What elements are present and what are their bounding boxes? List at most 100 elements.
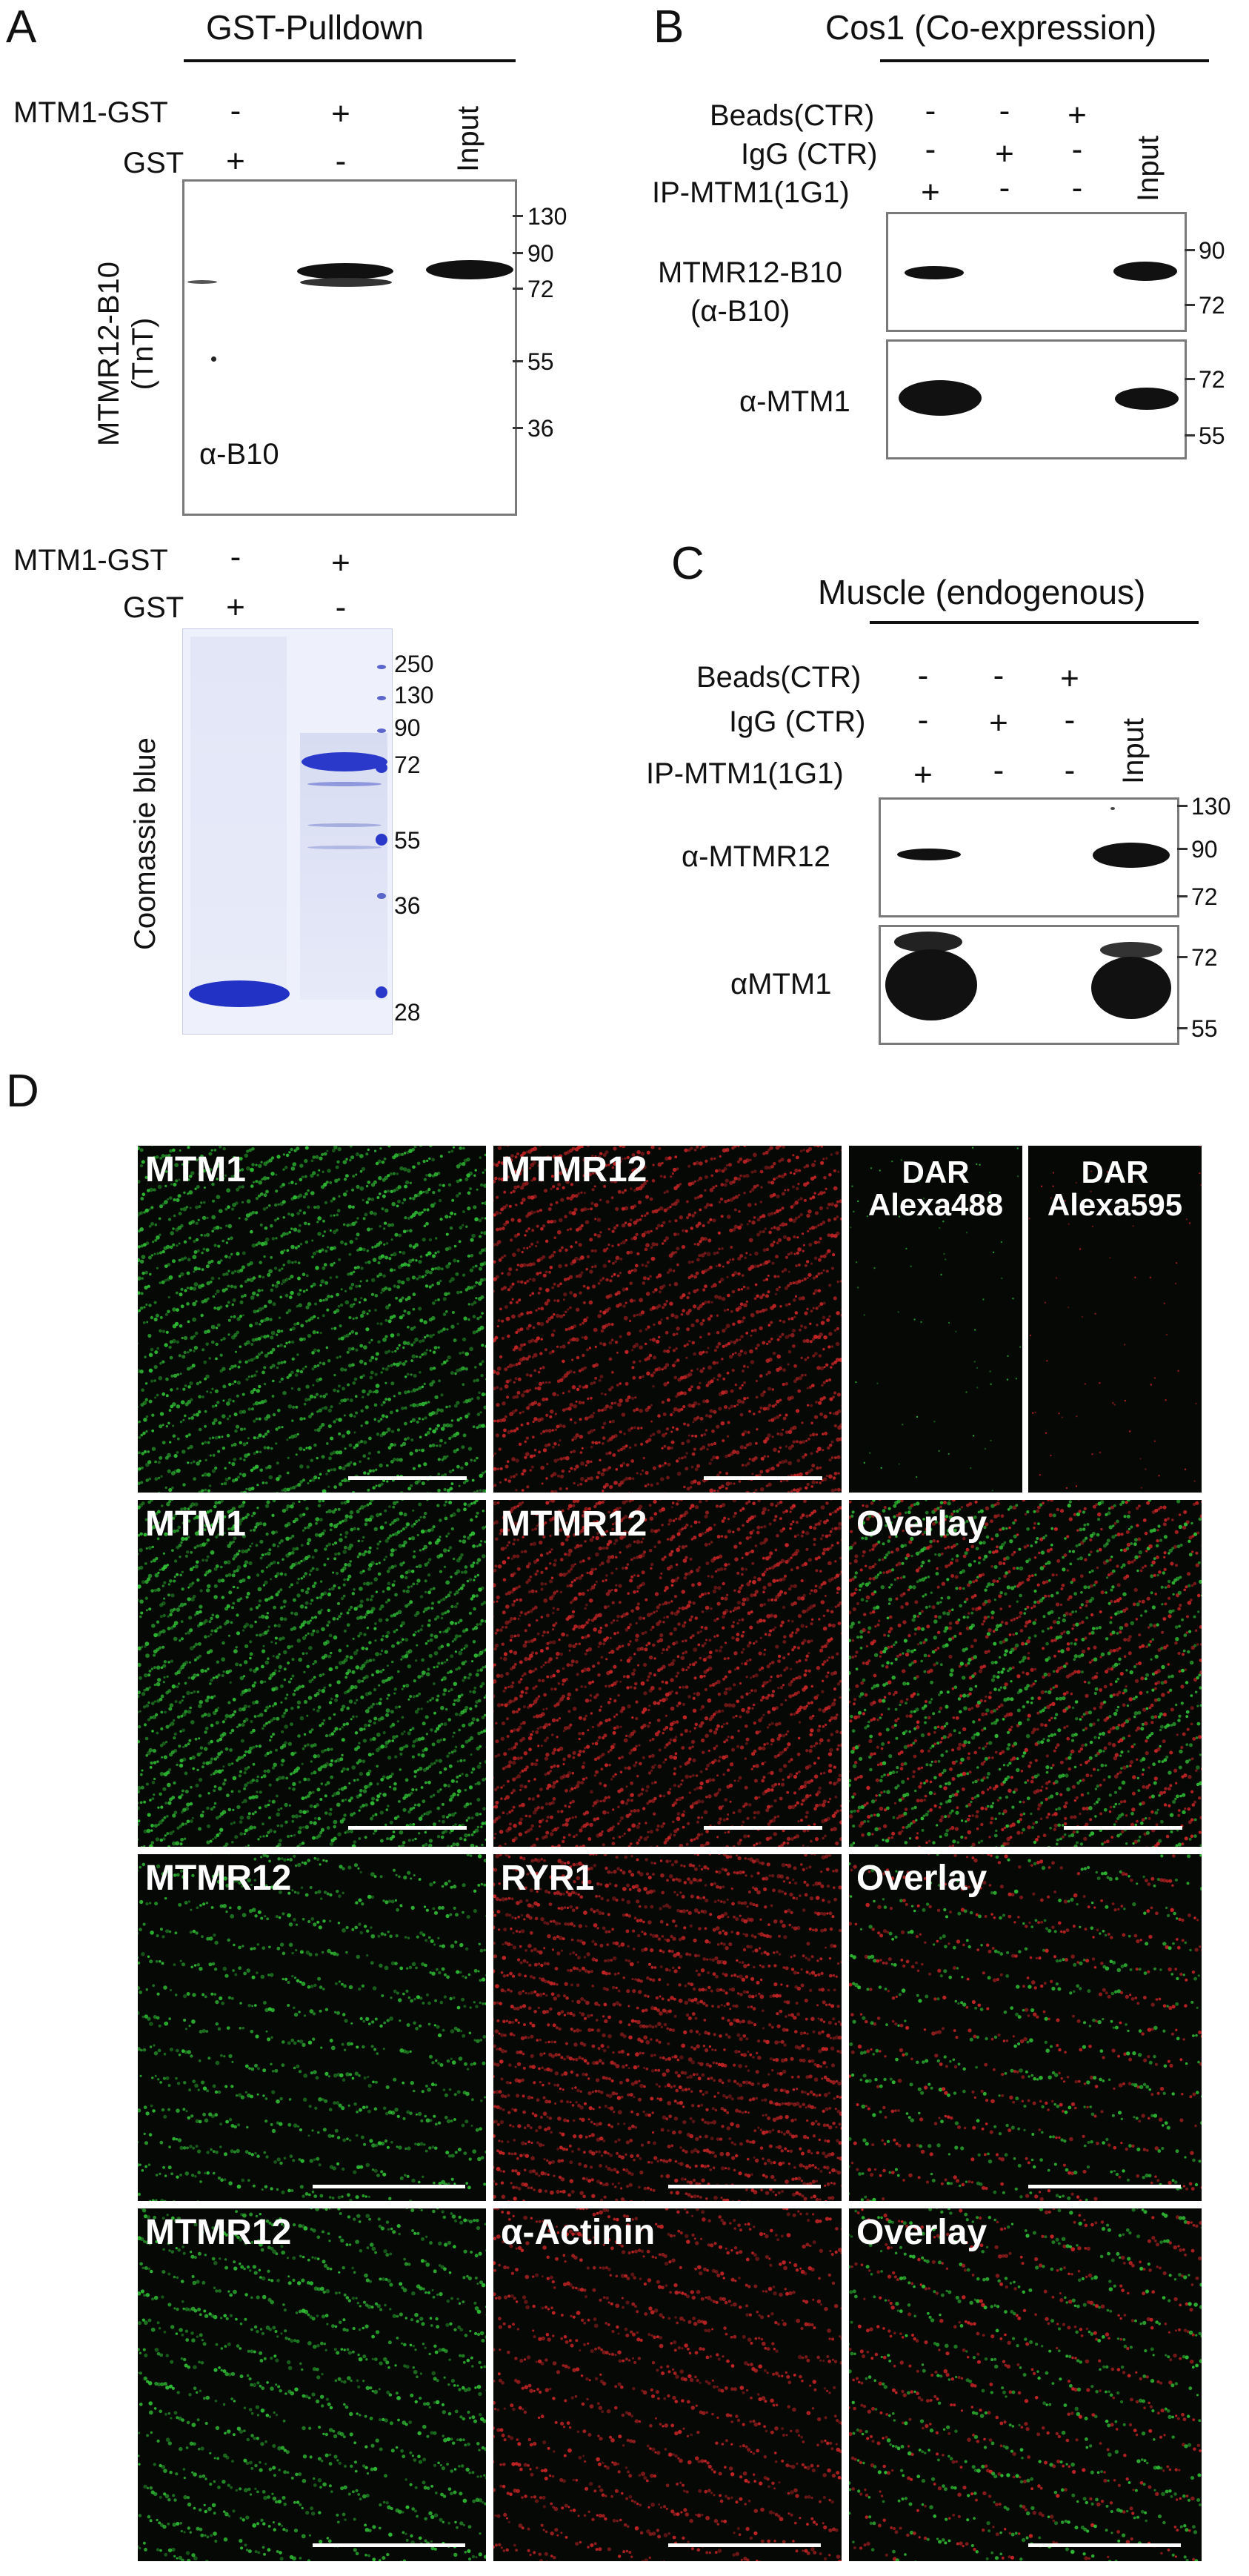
micrograph-texture (493, 2208, 842, 2561)
gel-mw-28: 28 (394, 999, 421, 1026)
gst-pulldown-blot: α-B10 (182, 179, 517, 516)
c-blot2-band-input-top (1100, 942, 1162, 958)
c-blot1-mw-130: 130 (1191, 793, 1231, 820)
b-blot2-label: α-MTM1 (739, 385, 850, 418)
micrograph-texture (493, 1500, 842, 1847)
gel-mw-36: 36 (394, 892, 421, 919)
micrograph-label: MTMR12 (145, 2213, 292, 2252)
micrograph-r2-mtm1: MTM1 (138, 1500, 486, 1847)
b-blot1-mw-90: 90 (1199, 237, 1225, 264)
input-lane-label-b: Input (1132, 136, 1165, 202)
c-blot1-speck (1110, 807, 1115, 810)
gel-band-minor-3 (307, 846, 382, 849)
c-igg-lane3-sign: - (1064, 702, 1076, 738)
micrograph-texture (138, 1854, 486, 2201)
c-igg-lane1-sign: - (917, 702, 929, 738)
c-row-label-igg: IgG (CTR) (729, 706, 866, 738)
c-blot1-label: α-MTMR12 (682, 840, 830, 873)
c-ip-lane2-sign: - (993, 752, 1005, 789)
panel-b-title-underline (880, 59, 1209, 62)
mw-label-90: 90 (527, 240, 554, 267)
scale-bar (313, 2543, 465, 2547)
micrograph-texture (138, 1146, 486, 1493)
blot-band-lane2-upper (297, 263, 393, 279)
c-blot2-mw-55: 55 (1191, 1015, 1218, 1042)
blot-ylabel-a-line2: (TnT) (127, 317, 159, 391)
micrograph-r3-ryr1: RYR1 (493, 1854, 842, 2201)
gel-band-minor-2 (307, 823, 382, 827)
gel-lane1-mtm1gst-sign: - (230, 539, 242, 575)
micrograph-r3-overlay: Overlay (849, 1854, 1202, 2201)
b-blot-mtm1 (886, 339, 1187, 459)
gel-ylabel: Coomassie blue (129, 737, 161, 950)
panel-b-letter: B (653, 1, 685, 53)
b-ip-lane1-sign: + (921, 174, 940, 210)
lane2-gst-sign: - (335, 143, 347, 179)
gel-mw-90: 90 (394, 714, 421, 741)
c-blot1-mw-90: 90 (1191, 836, 1218, 863)
gel-band-gst (189, 980, 290, 1007)
micrograph-label: MTMR12 (145, 1859, 292, 1898)
lane1-mtm1gst-sign: - (230, 93, 242, 129)
micrograph-texture (493, 1146, 842, 1493)
input-lane-label-a: Input (452, 106, 484, 172)
micrograph-r1-mtm1: MTM1 (138, 1146, 486, 1493)
marker-band-72 (376, 763, 387, 773)
b-blot2-tick-72 (1185, 378, 1195, 380)
micrograph-texture (138, 2208, 486, 2561)
marker-band-36 (377, 893, 386, 899)
row-label-mtm1-gst: MTM1-GST (13, 96, 168, 129)
micrograph-label-line2: Alexa595 (1047, 1187, 1183, 1223)
c-blot2-tick-72 (1177, 956, 1188, 958)
panel-a-title: GST-Pulldown (206, 8, 424, 47)
c-igg-lane2-sign: + (989, 705, 1008, 741)
micrograph-label-line1: DAR (1081, 1155, 1149, 1189)
b-igg-lane3-sign: - (1071, 131, 1083, 167)
b-blot2-mw-72: 72 (1199, 366, 1225, 393)
micrograph-r3-mtmr12: MTMR12 (138, 1854, 486, 2201)
c-blot2-band-input (1091, 957, 1171, 1019)
b-ip-lane2-sign: - (999, 170, 1010, 206)
b-blot2-band-ip (899, 380, 982, 416)
c-blot2-band-ip (885, 949, 977, 1020)
b-blot2-band-input (1115, 388, 1179, 410)
marker-band-28 (376, 986, 387, 998)
gel-row-label-mtm1-gst: MTM1-GST (13, 544, 168, 577)
b-blot1-band-input (1113, 262, 1177, 281)
micrograph-texture (849, 1854, 1202, 2201)
micrograph-label-line2: Alexa488 (867, 1187, 1004, 1223)
b-beads-lane1-sign: - (925, 93, 936, 129)
b-row-label-ip: IP-MTM1(1G1) (652, 176, 850, 209)
scale-bar (1064, 1826, 1182, 1830)
panel-b-title: Cos1 (Co-expression) (825, 8, 1157, 47)
b-blot1-tick-90 (1185, 249, 1195, 251)
gel-lane1-gst-sign: + (226, 589, 245, 625)
b-igg-lane2-sign: + (995, 136, 1014, 172)
micrograph-label: Overlay (856, 2213, 987, 2252)
b-blot1-label-line1: MTMR12-B10 (658, 256, 842, 289)
mw-label-72: 72 (527, 276, 554, 302)
input-lane-label-c: Input (1117, 718, 1150, 784)
b-row-label-beads: Beads(CTR) (710, 99, 875, 132)
scale-bar (704, 1476, 822, 1480)
c-ip-lane3-sign: - (1064, 752, 1076, 789)
micrograph-r4-overlay: Overlay (849, 2208, 1202, 2561)
c-beads-lane1-sign: - (917, 657, 929, 694)
mw-tick-55 (513, 360, 523, 362)
lane2-mtm1gst-sign: + (331, 96, 350, 132)
scale-bar (1028, 2543, 1181, 2547)
blot-ylabel-a: MTMR12-B10 (TnT) (92, 262, 160, 446)
mw-tick-90 (513, 252, 523, 254)
gel-mw-55: 55 (394, 827, 421, 854)
gel-mw-250: 250 (394, 651, 434, 677)
b-beads-lane2-sign: - (999, 93, 1010, 129)
b-blot1-tick-72 (1185, 304, 1195, 306)
micrograph-label: α-Actinin (501, 2213, 656, 2252)
micrograph-texture (849, 1500, 1202, 1847)
c-blot-mtmr12 (879, 797, 1179, 917)
scale-bar (1028, 2185, 1181, 2188)
c-blot-mtm1 (879, 925, 1179, 1045)
c-blot2-tick-55 (1177, 1027, 1188, 1029)
scale-bar (313, 2185, 465, 2188)
blot-band-input (426, 260, 513, 279)
